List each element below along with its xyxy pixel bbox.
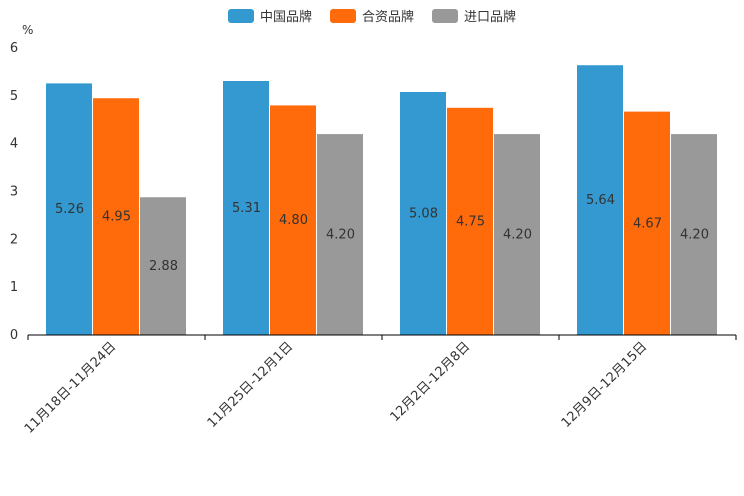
bar-0-3	[577, 65, 623, 335]
bar-value-label: 5.26	[55, 202, 84, 217]
legend-item-import[interactable]: 进口品牌	[432, 6, 516, 25]
bar-value-label: 4.20	[503, 228, 532, 243]
bar-value-label: 5.08	[409, 207, 438, 222]
bar-2-3	[671, 134, 717, 335]
bar-2-1	[317, 134, 363, 335]
legend-label-import: 进口品牌	[464, 10, 517, 25]
bar-0-1	[223, 81, 269, 335]
bar-value-label: 4.95	[102, 210, 131, 225]
y-tick-label: 1	[10, 280, 18, 295]
legend-label-china: 中国品牌	[259, 10, 312, 25]
y-tick-label: 5	[10, 89, 18, 104]
y-tick-label: 6	[10, 41, 18, 56]
x-tick-label: 12月2日-12月8日	[388, 339, 474, 425]
chart-legend: 中国品牌 合资品牌 进口品牌	[0, 6, 744, 25]
y-axis-label: %	[22, 23, 33, 37]
bar-1-1	[270, 105, 316, 336]
bar-value-label: 4.20	[326, 228, 355, 243]
legend-item-china[interactable]: 中国品牌	[227, 6, 312, 25]
legend-label-joint: 合资品牌	[361, 10, 414, 25]
bars-group: 5.26 5.31 5.08 5.64 4.95 4.80 4.75 4.67 2.88 4.20…	[46, 65, 717, 336]
bar-value-label: 4.20	[680, 228, 709, 243]
legend-swatch-china	[227, 8, 254, 23]
legend-item-joint[interactable]: 合资品牌	[329, 6, 414, 25]
bar-1-3	[624, 111, 670, 335]
bar-value-label: 5.64	[586, 193, 615, 208]
y-axis: 0 1 2 3 4 5 6	[10, 41, 18, 343]
bar-value-label: 4.80	[279, 213, 308, 228]
y-tick-label: 3	[10, 185, 18, 200]
bar-value-label: 2.88	[149, 259, 178, 274]
y-tick-label: 2	[10, 232, 18, 247]
x-tick-label: 11月18日-11月24日	[22, 339, 119, 436]
x-tick-label: 11月25日-12月1日	[205, 339, 297, 431]
legend-swatch-joint	[329, 8, 356, 23]
x-tick-label: 12月9日-12月15日	[559, 339, 651, 431]
bar-value-label: 4.67	[633, 216, 662, 231]
bar-1-2	[447, 107, 493, 336]
bar-value-label: 4.75	[456, 214, 485, 229]
x-axis: 11月18日-11月24日 11月25日-12月1日 12月2日-12月8日 12月9…	[22, 334, 737, 437]
y-tick-label: 4	[10, 137, 18, 152]
bar-0-0	[46, 83, 92, 335]
bar-2-2	[494, 134, 540, 335]
bar-1-0	[93, 98, 139, 335]
legend-swatch-import	[432, 8, 458, 23]
bar-value-label: 5.31	[232, 201, 261, 216]
bar-0-2	[400, 92, 446, 335]
y-tick-label: 0	[10, 328, 18, 343]
bar-2-0	[140, 197, 186, 335]
